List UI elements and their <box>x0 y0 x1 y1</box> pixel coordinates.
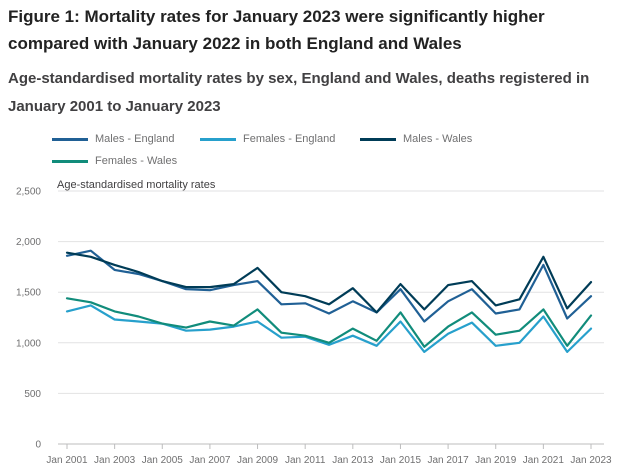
y-axis-title: Age-standardised mortality rates <box>57 179 216 191</box>
y-tick-label: 2,500 <box>16 187 41 198</box>
chart-title: Figure 1: Mortality rates for January 20… <box>8 7 545 53</box>
x-tick-label: Jan 2011 <box>285 455 326 466</box>
x-tick-label: Jan 2003 <box>94 455 136 466</box>
x-tick-label: Jan 2021 <box>523 455 565 466</box>
x-tick-label: Jan 2023 <box>570 455 612 466</box>
series-line-males-wales <box>65 251 593 314</box>
y-tick-label: 500 <box>24 389 41 400</box>
series-lines <box>65 249 593 353</box>
x-tick-label: Jan 2017 <box>428 455 470 466</box>
y-tick-label: 0 <box>35 440 41 451</box>
series-line-males-england <box>65 249 593 323</box>
series-line-females-wales <box>65 297 593 348</box>
x-tick-label: Jan 2007 <box>189 455 231 466</box>
x-tick-label: Jan 2001 <box>46 455 88 466</box>
chart-subtitle: Age-standardised mortality rates by sex,… <box>8 70 590 115</box>
y-tick-label: 1,000 <box>16 338 41 349</box>
series-line-females-england <box>65 304 593 353</box>
y-axis-ticks: 0 500 1,000 1,500 2,000 2,500 <box>16 187 41 451</box>
y-tick-label: 2,000 <box>16 237 41 248</box>
x-tick-label: Jan 2009 <box>237 455 279 466</box>
x-tick-label: Jan 2019 <box>475 455 517 466</box>
x-tick-label: Jan 2015 <box>380 455 422 466</box>
x-tick-label: Jan 2013 <box>332 455 374 466</box>
x-axis-ticks: Jan 2001 Jan 2003 Jan 2005 Jan 2007 Jan 2009… <box>46 444 612 466</box>
x-tick-label: Jan 2005 <box>142 455 184 466</box>
y-tick-label: 1,500 <box>16 288 41 299</box>
